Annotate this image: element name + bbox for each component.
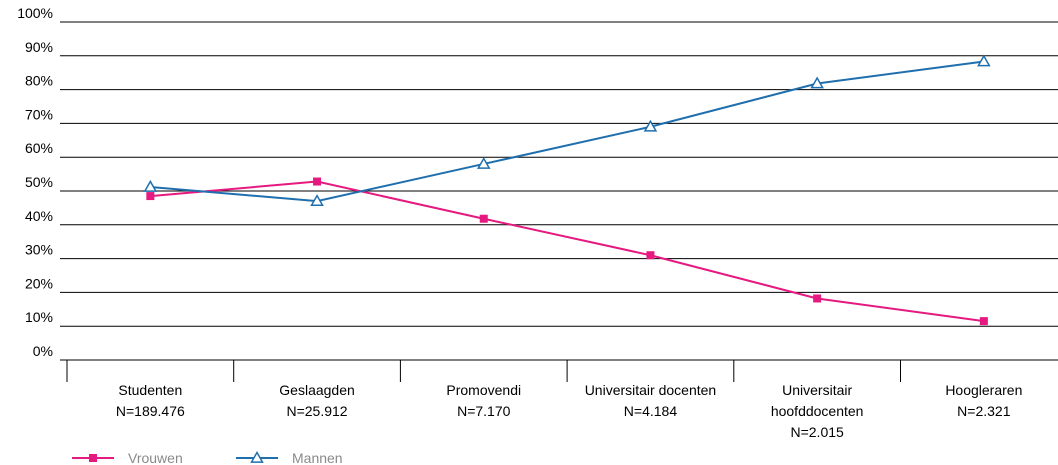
x-category-label-line: N=4.184: [624, 403, 678, 419]
x-category-label: Studenten N=189.476: [116, 382, 185, 419]
x-category-label-line: N=2.321: [957, 403, 1011, 419]
data-point-mannen: [977, 54, 991, 67]
legend: Vrouwen Mannen: [72, 450, 343, 465]
legend-label-mannen: Mannen: [292, 450, 343, 465]
y-tick-label: 100%: [17, 5, 53, 21]
x-category-label-line: Hoogleraren: [945, 382, 1022, 398]
x-category-label-line: N=25.912: [286, 403, 347, 419]
data-point-mannen: [810, 76, 824, 89]
series-lines: [150, 60, 984, 323]
gridlines: [60, 21, 1058, 361]
data-point-vrouwen: [313, 177, 322, 186]
legend-label-vrouwen: Vrouwen: [128, 450, 183, 465]
y-axis-ticks: 0% 10% 20% 30% 40% 50% 60% 70% 80% 90% 100%: [17, 5, 53, 359]
y-tick-label: 70%: [25, 106, 53, 122]
y-tick-label: 80%: [25, 73, 53, 89]
x-category-label: Universitair hoofddocenten N=2.015: [771, 382, 864, 440]
series-line-vrouwen: [150, 180, 984, 323]
x-category-label-line: Studenten: [118, 382, 182, 398]
x-category-label-line: hoofddocenten: [771, 403, 864, 419]
x-category-label: Universitair docenten N=4.184: [585, 382, 717, 419]
x-category-label: Hoogleraren N=2.321: [945, 382, 1022, 419]
x-axis-category-labels: Studenten N=189.476 Geslaagden N=25.912 Prom…: [116, 382, 1022, 440]
x-category-label-line: Universitair: [782, 382, 852, 398]
data-point-mannen: [476, 156, 491, 169]
legend-marker-mannen: [250, 450, 264, 463]
y-tick-label: 60%: [25, 140, 53, 156]
data-point-vrouwen: [813, 294, 822, 303]
y-tick-label: 10%: [25, 309, 53, 325]
data-point-vrouwen: [146, 192, 155, 201]
y-tick-label: 50%: [25, 174, 53, 190]
x-category-label-line: N=7.170: [457, 403, 511, 419]
data-point-vrouwen: [646, 251, 655, 260]
x-category-label-line: N=2.015: [790, 424, 844, 440]
y-tick-label: 30%: [25, 242, 53, 258]
data-point-vrouwen: [979, 317, 988, 326]
x-category-label: Promovendi N=7.170: [446, 382, 521, 419]
y-tick-label: 0%: [33, 343, 53, 359]
legend-marker-vrouwen: [89, 454, 97, 462]
y-tick-label: 20%: [25, 275, 53, 291]
y-tick-label: 90%: [25, 39, 53, 55]
series-line-mannen: [150, 60, 984, 203]
x-category-label: Geslaagden N=25.912: [279, 382, 355, 419]
x-category-label-line: Universitair docenten: [585, 382, 717, 398]
data-point-vrouwen: [479, 214, 488, 223]
data-point-mannen: [310, 194, 324, 207]
x-category-label-line: N=189.476: [116, 403, 185, 419]
x-category-label-line: Geslaagden: [279, 382, 355, 398]
x-axis: [66, 360, 901, 382]
data-point-mannen: [143, 179, 158, 192]
data-point-mannen: [643, 119, 658, 132]
series-markers: [143, 54, 991, 326]
y-tick-label: 40%: [25, 208, 53, 224]
x-category-label-line: Promovendi: [446, 382, 521, 398]
